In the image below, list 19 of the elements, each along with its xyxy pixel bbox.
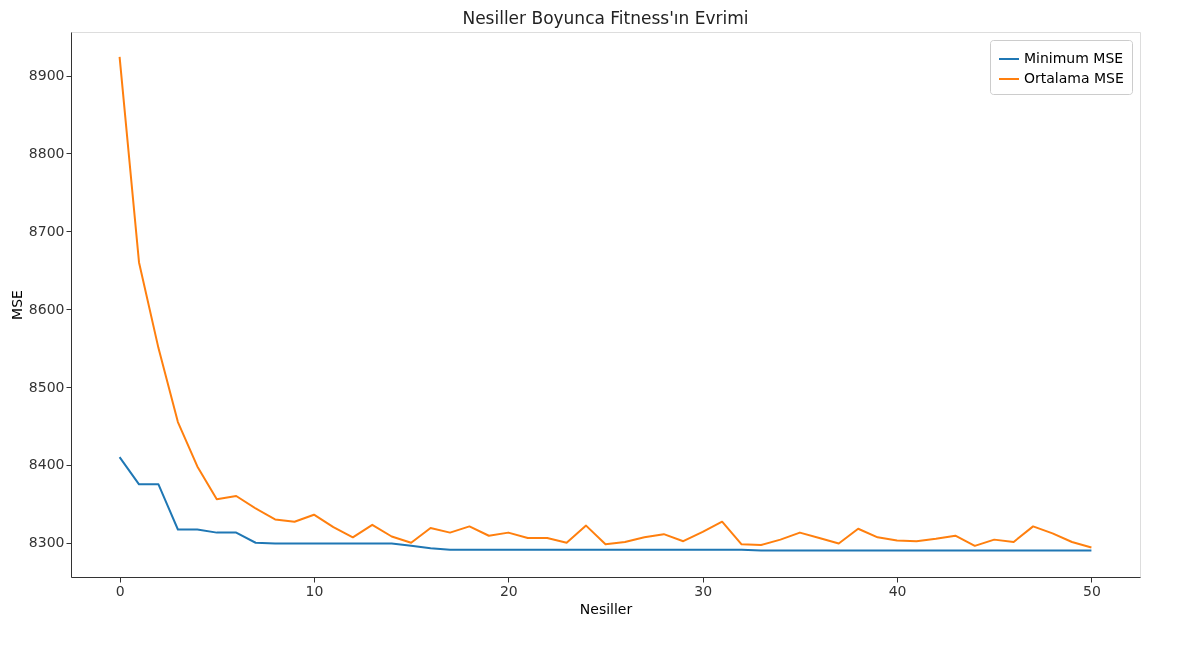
x-tick-label: 30 — [694, 582, 713, 599]
y-tick-label: 8300 — [28, 534, 65, 551]
y-tick-label: 8800 — [28, 144, 65, 161]
y-tick-label: 8400 — [28, 456, 65, 473]
line-series — [118, 456, 1093, 552]
x-tick-label: 10 — [305, 582, 324, 599]
x-axis-title: Nesiller — [579, 600, 633, 617]
legend-label: Ortalama MSE — [1024, 70, 1124, 86]
chart-title: Nesiller Boyunca Fitness'ın Evrimi — [462, 8, 749, 28]
y-tick-label: 8500 — [28, 378, 65, 395]
x-tick-label: 40 — [888, 582, 907, 599]
legend-label: Minimum MSE — [1024, 50, 1124, 66]
x-tick-label: 50 — [1083, 582, 1101, 599]
x-tick-label: 0 — [115, 582, 125, 599]
y-tick-label: 8600 — [28, 300, 65, 317]
x-tick-label: 20 — [499, 582, 518, 599]
y-tick-label: 8700 — [28, 222, 65, 239]
y-tick-label: 8900 — [28, 67, 65, 84]
y-axis-title: MSE — [8, 290, 25, 320]
